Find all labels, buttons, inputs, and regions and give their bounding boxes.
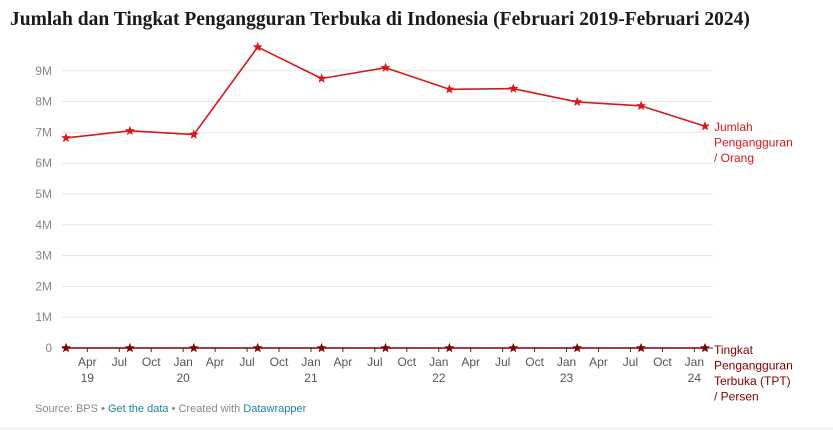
x-tick-label: Jan [301, 355, 320, 369]
y-tick-label: 0 [45, 341, 52, 355]
series-1-point [61, 132, 71, 143]
series-1-point [316, 73, 327, 83]
x-tick-label: Oct [653, 355, 672, 369]
y-tick-label: 7M [35, 125, 52, 139]
series-2-point [252, 342, 263, 353]
series-1-point [252, 41, 263, 52]
y-tick-label: 4M [35, 218, 52, 232]
x-tick-label: Jul [623, 355, 638, 369]
x-tick-label: Jul [112, 355, 127, 369]
x-tick-year: 20 [176, 371, 190, 385]
series-1-point [124, 125, 135, 136]
series-1-point [188, 129, 199, 139]
y-tick-label: 6M [35, 156, 52, 170]
x-tick-label: Apr [206, 355, 225, 369]
x-tick-label: Jan [685, 355, 704, 369]
series-lines [61, 41, 710, 353]
series-2-point [124, 342, 135, 353]
x-axis-ticks: Apr 19 Jul Oct Jan 20 Apr Jul Oct Jan 21 Apr Jul Oct J… [78, 348, 704, 385]
x-tick-label: Oct [270, 355, 289, 369]
series-1-point [380, 62, 391, 72]
chart-footer: Source: BPS • Get the data • Created wit… [35, 403, 306, 415]
series-1-point [572, 96, 583, 107]
source-text: Source: BPS [35, 403, 98, 415]
x-tick-label: Jul [495, 355, 510, 369]
x-tick-year: 22 [432, 371, 446, 385]
series-2-point [316, 342, 327, 353]
x-tick-label: Apr [461, 355, 480, 369]
footer-separator: • [97, 403, 108, 415]
x-tick-label: Jul [367, 355, 382, 369]
series-line-1 [65, 46, 706, 139]
series-label-1: / Orang [714, 151, 754, 165]
x-tick-label: Apr [589, 355, 608, 369]
y-tick-label: 3M [35, 249, 52, 263]
x-tick-label: Oct [142, 355, 161, 369]
series-2-point [188, 342, 199, 353]
series-1-point [636, 100, 647, 111]
bottom-divider [0, 428, 833, 429]
y-tick-label: 9M [35, 64, 52, 78]
x-tick-year: 24 [688, 371, 702, 385]
series-1-point [444, 84, 455, 94]
series-2-point [380, 342, 391, 353]
x-tick-label: Jan [173, 355, 192, 369]
y-tick-label: 5M [35, 187, 52, 201]
series-2-point [508, 342, 519, 353]
grid-lines [62, 70, 713, 349]
x-tick-year: 21 [304, 371, 318, 385]
get-data-link[interactable]: Get the data [107, 403, 169, 415]
series-label-1: Pengangguran [714, 136, 793, 150]
series-label-2: / Persen [714, 389, 759, 403]
series-2-point [444, 342, 455, 353]
y-tick-label: 1M [35, 310, 52, 324]
chart-title: Jumlah dan Tingkat Pengangguran Terbuka … [10, 9, 750, 30]
series-label-2: Terbuka (TPT) [714, 374, 791, 388]
series-label-1: Jumlah [714, 120, 753, 134]
x-tick-label: Apr [334, 355, 353, 369]
x-tick-label: Oct [397, 355, 416, 369]
series-1-point [700, 121, 710, 131]
y-axis-ticks: 0 1M 2M 3M 4M 5M 6M 7M 8M 9M [35, 64, 52, 355]
x-tick-label: Jan [429, 355, 448, 369]
datawrapper-link[interactable]: Datawrapper [243, 403, 307, 415]
series-2-point [700, 342, 710, 353]
x-tick-label: Jul [239, 355, 254, 369]
series-label-2: Pengangguran [714, 358, 793, 372]
x-tick-year: 19 [81, 371, 95, 385]
y-tick-label: 2M [35, 279, 52, 293]
series-2-point [572, 342, 583, 353]
x-tick-label: Jan [557, 355, 576, 369]
x-tick-label: Apr [78, 355, 97, 369]
series-2-point [636, 342, 647, 353]
series-label-2: Tingkat [714, 343, 754, 357]
series-2-point [61, 342, 71, 353]
x-tick-label: Oct [525, 355, 544, 369]
created-with-text: • Created with [168, 403, 244, 415]
series-1-point [508, 83, 519, 93]
x-tick-year: 23 [560, 371, 574, 385]
y-tick-label: 8M [35, 95, 52, 109]
